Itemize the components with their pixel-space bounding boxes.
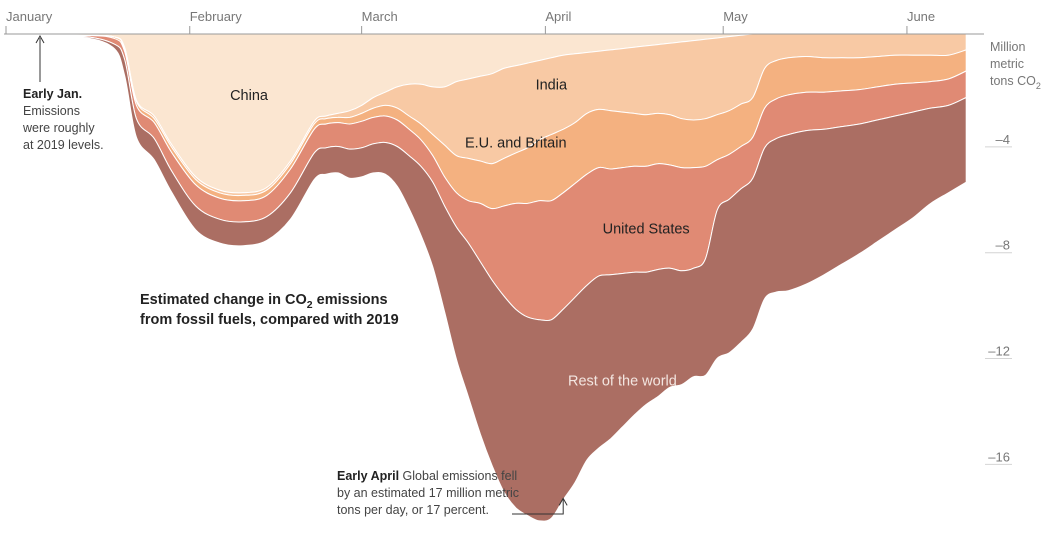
early-jan-line: were roughly bbox=[22, 121, 95, 135]
series-label: China bbox=[230, 88, 269, 104]
unit-label-text: tons CO bbox=[990, 74, 1036, 88]
y-tick-label: –12 bbox=[988, 344, 1010, 359]
early-april-text: Global emissions fell bbox=[399, 469, 517, 483]
chart-title-line2: from fossil fuels, compared with 2019 bbox=[140, 312, 399, 328]
series-labels: China India E.U. and Britain United States R… bbox=[230, 77, 690, 389]
unit-label-line1: Million bbox=[990, 40, 1025, 54]
annotations: Early Jan. Emissions were roughly at 2019 l… bbox=[22, 34, 568, 517]
unit-label-subscript: 2 bbox=[1036, 81, 1041, 91]
month-label: April bbox=[545, 9, 571, 24]
y-tick-label: –16 bbox=[988, 449, 1010, 464]
early-jan-line: Emissions bbox=[23, 104, 80, 118]
title-text-a: Estimated change in CO bbox=[140, 292, 307, 308]
early-april-arrowhead bbox=[558, 497, 568, 506]
unit-label-line2: metric bbox=[990, 57, 1024, 71]
month-label: January bbox=[6, 9, 53, 24]
series-label: United States bbox=[603, 221, 690, 237]
stacked-areas bbox=[5, 33, 967, 522]
title-text-b: emissions bbox=[313, 292, 388, 308]
early-april-pointer bbox=[512, 499, 564, 515]
month-label: February bbox=[190, 9, 243, 24]
x-axis: January February March April May June bbox=[4, 9, 984, 35]
month-label: May bbox=[723, 9, 748, 24]
month-label: March bbox=[362, 9, 398, 24]
y-axis: –4 –8 –12 –16 bbox=[988, 132, 1010, 465]
month-label: June bbox=[907, 9, 935, 24]
early-jan-line: at 2019 levels. bbox=[23, 138, 104, 152]
series-label: E.U. and Britain bbox=[465, 135, 567, 151]
series-label: Rest of the world bbox=[568, 374, 677, 390]
early-april-line1: Early April Global emissions fell bbox=[337, 469, 517, 483]
chart-title-line1: Estimated change in CO2 emissions bbox=[140, 292, 388, 311]
early-april-line: by an estimated 17 million metric bbox=[337, 486, 519, 500]
series-label: India bbox=[536, 77, 568, 93]
unit-label-line3: tons CO2 bbox=[990, 74, 1041, 91]
area-rest-of-the-world bbox=[5, 33, 967, 522]
title-subscript: 2 bbox=[307, 299, 313, 311]
early-jan-heading: Early Jan. bbox=[23, 87, 82, 101]
y-tick-label: –4 bbox=[996, 132, 1010, 147]
y-tick-label: –8 bbox=[996, 238, 1010, 253]
early-jan-arrowhead bbox=[35, 34, 45, 44]
early-april-line: tons per day, or 17 percent. bbox=[337, 503, 489, 517]
y-gridlines bbox=[985, 146, 1012, 465]
early-april-heading: Early April bbox=[337, 469, 399, 483]
